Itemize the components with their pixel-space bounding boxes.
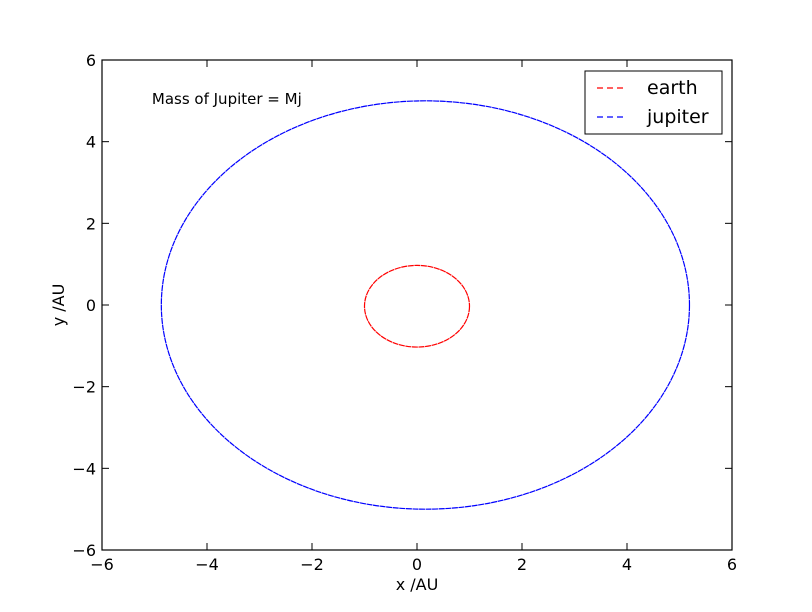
x-tick-label-4: 4 <box>622 555 632 574</box>
y-tick-label-2: −2 <box>72 378 96 397</box>
legend-box <box>584 70 723 135</box>
y-tick-label-4: −4 <box>72 459 96 478</box>
y-axis-label: y /AU <box>49 284 68 327</box>
x-axis-label: x /AU <box>396 575 439 594</box>
y-tick-label-2: 2 <box>86 214 96 233</box>
y-tick-label-6: −6 <box>72 541 96 560</box>
orbit-earth <box>363 264 471 348</box>
y-tick-label-4: 4 <box>86 133 96 152</box>
x-tick-label-0: 0 <box>412 555 422 574</box>
x-tick-label-4: −4 <box>195 555 219 574</box>
legend: earth jupiter <box>584 70 723 135</box>
mass-annotation: Mass of Jupiter = Mj <box>152 90 302 108</box>
legend-label-jupiter: jupiter <box>646 106 709 128</box>
y-tick-label-0: 0 <box>86 296 96 315</box>
ticks-layer: −6 −4 −2 0 2 4 6 −6 −4 −2 0 2 4 6 <box>72 51 737 574</box>
x-tick-label-6: −6 <box>90 555 114 574</box>
y-tick-label-6: 6 <box>86 51 96 70</box>
legend-label-earth: earth <box>647 77 698 99</box>
x-tick-label-2: 2 <box>517 555 527 574</box>
series-layer <box>160 100 691 510</box>
x-tick-label-6: 6 <box>727 555 737 574</box>
orbit-jupiter <box>160 100 691 510</box>
x-tick-label-2: −2 <box>300 555 324 574</box>
